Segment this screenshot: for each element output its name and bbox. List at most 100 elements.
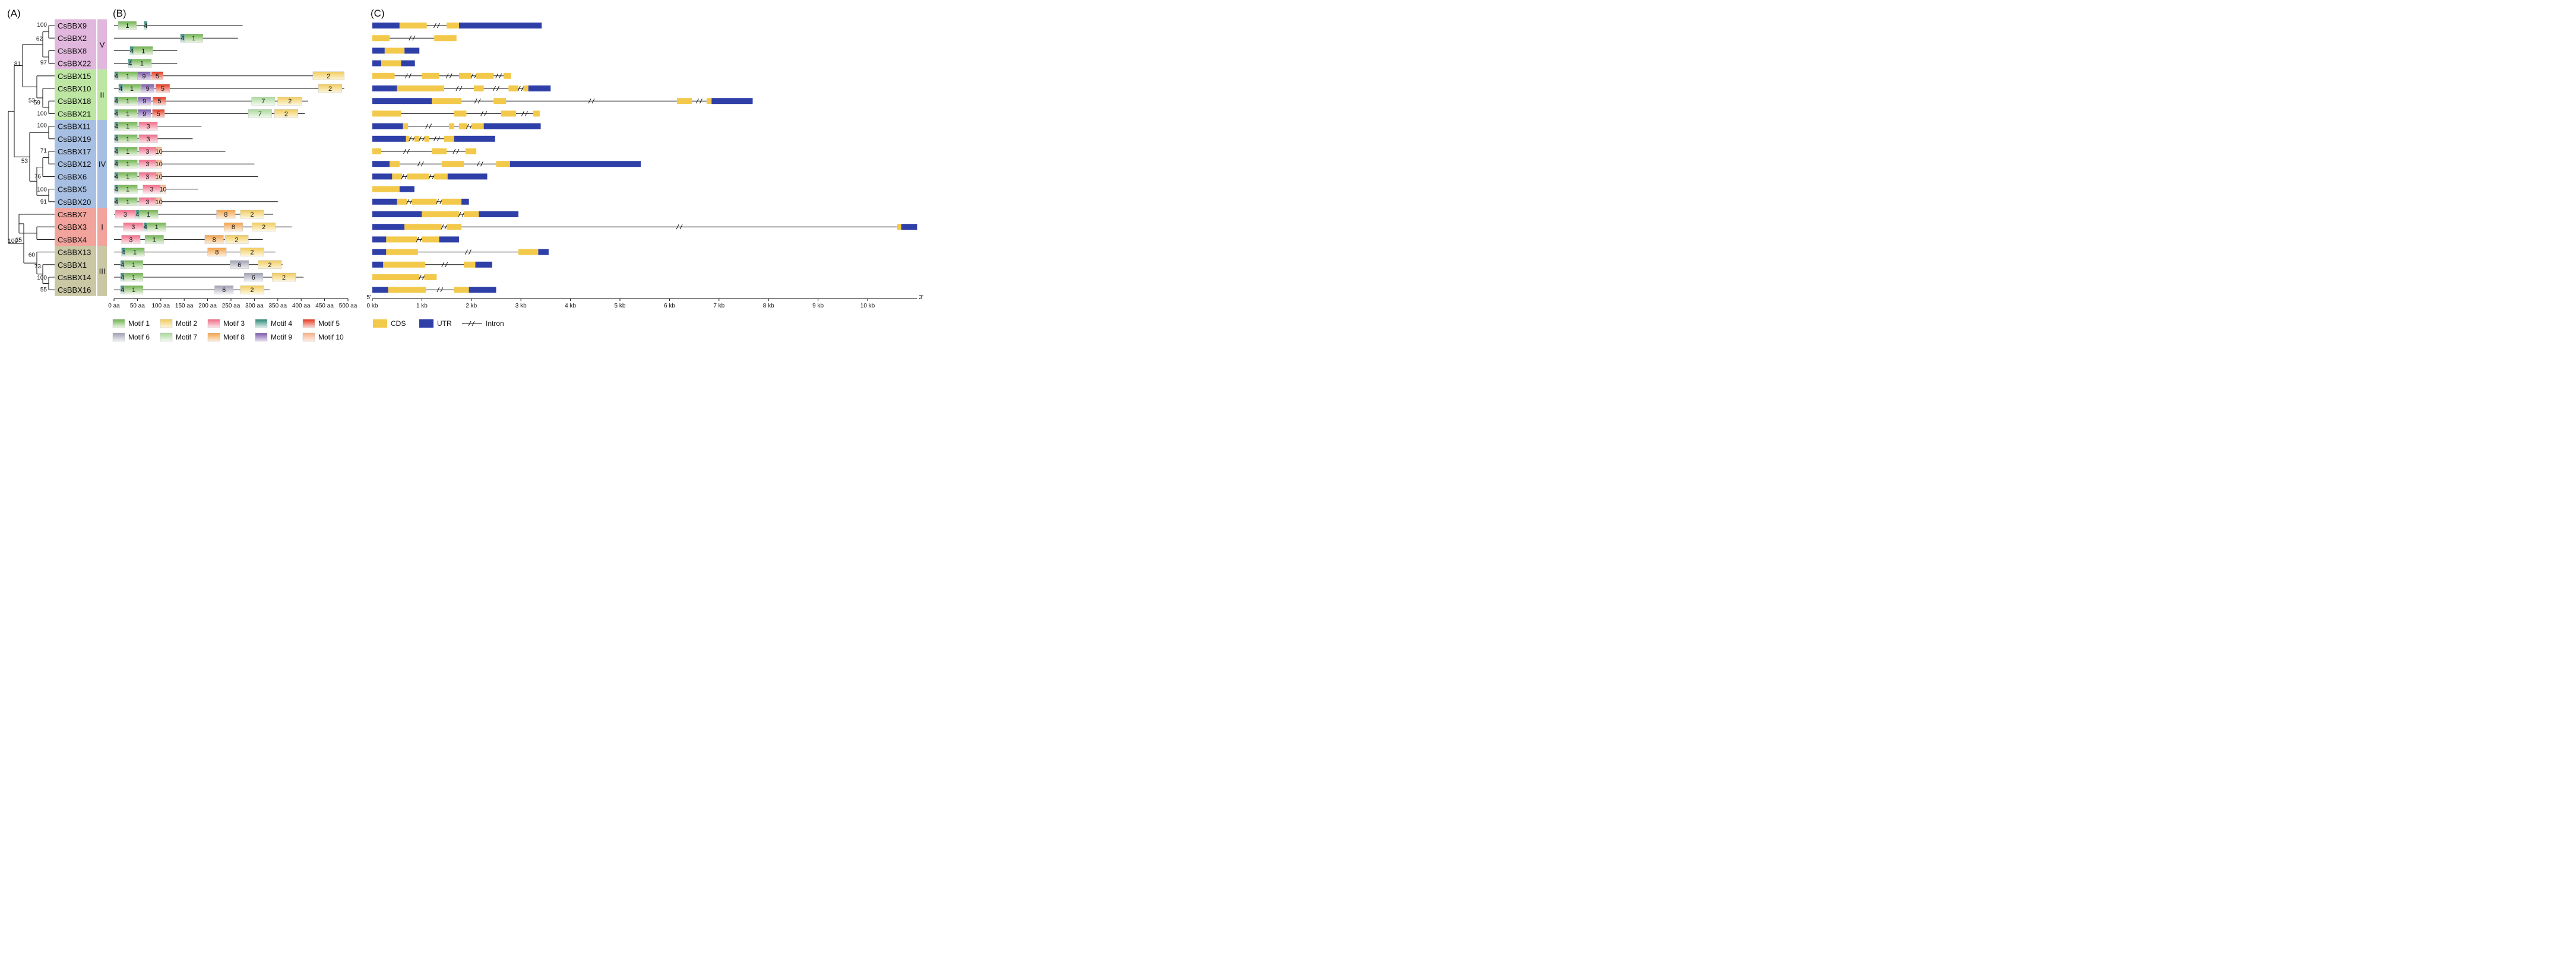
motif-number: 1 bbox=[126, 73, 129, 80]
utr-block bbox=[372, 85, 397, 91]
kb-axis-tick-label: 8 kb bbox=[763, 303, 774, 309]
legend-label-motif-4: Motif 4 bbox=[271, 319, 292, 328]
kb-axis-tick-label: 9 kb bbox=[812, 303, 824, 309]
legend-label-motif-6: Motif 6 bbox=[128, 333, 150, 341]
group-bar-II bbox=[97, 69, 107, 120]
motif-box-2 bbox=[258, 260, 282, 269]
legend-swatch-motif-9 bbox=[255, 332, 268, 342]
bootstrap-value: 73 bbox=[34, 264, 42, 270]
cds-block bbox=[384, 47, 405, 54]
cds-block bbox=[372, 186, 400, 192]
intron-break-mark bbox=[441, 262, 448, 268]
motif-number: 2 bbox=[268, 262, 271, 269]
bootstrap-value: 100 bbox=[37, 22, 47, 28]
utr-block bbox=[528, 85, 551, 91]
gene-name-CsBBX19: CsBBX19 bbox=[58, 135, 91, 144]
motif-box-1 bbox=[118, 122, 138, 131]
intron-break-mark bbox=[452, 148, 460, 154]
three-prime-label: 3' bbox=[919, 294, 923, 301]
tree-branch bbox=[48, 151, 55, 164]
tree-branch bbox=[8, 110, 24, 244]
cds-block bbox=[434, 173, 448, 180]
kb-axis-tick-label: 4 kb bbox=[565, 303, 576, 309]
motif-box-2 bbox=[224, 235, 249, 244]
motif-box-5 bbox=[155, 84, 170, 93]
motif-number: 4 bbox=[130, 47, 134, 55]
legend-label-intron: Intron bbox=[486, 319, 504, 328]
motif-box-6 bbox=[214, 286, 234, 294]
group-label: I bbox=[101, 223, 103, 231]
gene-name-CsBBX12: CsBBX12 bbox=[58, 160, 91, 169]
motif-number: 2 bbox=[284, 110, 288, 118]
motif-number: 1 bbox=[155, 224, 159, 231]
motif-axis-tick-label: 150 aa bbox=[175, 303, 194, 309]
motif-number: 3 bbox=[145, 148, 149, 156]
motif-number: 4 bbox=[119, 85, 122, 93]
motif-number: 2 bbox=[288, 98, 292, 105]
gene-name-CsBBX3: CsBBX3 bbox=[58, 223, 87, 231]
legend-intron-break-mark bbox=[468, 321, 475, 326]
motif-box-1 bbox=[118, 172, 138, 181]
tree-branch bbox=[36, 75, 55, 99]
bootstrap-value: 76 bbox=[34, 173, 42, 180]
intron-break-mark bbox=[403, 148, 410, 154]
cds-block bbox=[441, 198, 462, 205]
motif-box-3 bbox=[121, 235, 141, 244]
utr-block bbox=[461, 198, 469, 205]
motif-box-1 bbox=[124, 286, 144, 294]
motif-number: 3 bbox=[124, 211, 127, 218]
bootstrap-value: 71 bbox=[40, 148, 48, 154]
group-label: III bbox=[99, 267, 106, 275]
motif-number: 10 bbox=[156, 199, 163, 206]
motif-box-1 bbox=[125, 248, 145, 256]
legend-swatch-utr bbox=[419, 319, 433, 328]
motif-number: 4 bbox=[115, 186, 118, 194]
legend-label-motif-5: Motif 5 bbox=[318, 319, 340, 328]
tree-branch bbox=[48, 277, 55, 290]
bootstrap-value: 55 bbox=[40, 287, 48, 293]
gene-name-CsBBX9: CsBBX9 bbox=[58, 21, 87, 30]
gene-name-CsBBX20: CsBBX20 bbox=[58, 198, 91, 207]
gene-name-CsBBX15: CsBBX15 bbox=[58, 72, 91, 81]
cds-block bbox=[397, 198, 407, 205]
utr-block bbox=[509, 161, 641, 167]
motif-number: 1 bbox=[126, 173, 129, 180]
motif-number: 2 bbox=[262, 224, 265, 231]
motif-number: 7 bbox=[261, 98, 265, 105]
intron-break-mark bbox=[495, 73, 502, 79]
motif-number: 7 bbox=[258, 110, 262, 118]
legend-swatch-motif-8 bbox=[207, 332, 220, 342]
legend-swatch-motif-7 bbox=[160, 332, 173, 342]
gene-name-CsBBX13: CsBBX13 bbox=[58, 248, 91, 257]
motif-number: 1 bbox=[132, 287, 135, 294]
gene-name-CsBBX2: CsBBX2 bbox=[58, 34, 87, 43]
cds-block bbox=[447, 224, 462, 230]
motif-number: 3 bbox=[145, 173, 149, 180]
motif-number: 5 bbox=[157, 110, 160, 118]
motif-box-2 bbox=[312, 71, 344, 81]
motif-number: 1 bbox=[133, 249, 137, 256]
motif-number: 1 bbox=[126, 186, 129, 194]
motif-number: 1 bbox=[126, 199, 129, 206]
panel-a-label: (A) bbox=[7, 8, 21, 19]
utr-block bbox=[372, 198, 397, 205]
group-bar-IV bbox=[97, 120, 107, 208]
cds-block bbox=[518, 249, 539, 255]
motif-box-1 bbox=[139, 210, 159, 219]
motif-axis-tick-label: 100 aa bbox=[152, 303, 170, 309]
motif-number: 2 bbox=[328, 85, 332, 93]
motif-box-9 bbox=[137, 109, 151, 118]
motif-box-1 bbox=[144, 235, 164, 244]
motif-box-6 bbox=[243, 272, 263, 282]
motif-box-5 bbox=[151, 71, 163, 81]
gene-name-CsBBX14: CsBBX14 bbox=[58, 273, 91, 282]
group-bar-V bbox=[97, 19, 107, 70]
motif-box-3 bbox=[115, 210, 135, 219]
group-label: IV bbox=[99, 160, 106, 169]
tree-branch bbox=[36, 226, 55, 240]
motif-number: 6 bbox=[252, 274, 255, 281]
utr-block bbox=[372, 261, 384, 268]
panel-b-label: (B) bbox=[113, 8, 126, 19]
motif-box-10 bbox=[156, 147, 162, 156]
kb-axis-tick-label: 6 kb bbox=[664, 303, 675, 309]
